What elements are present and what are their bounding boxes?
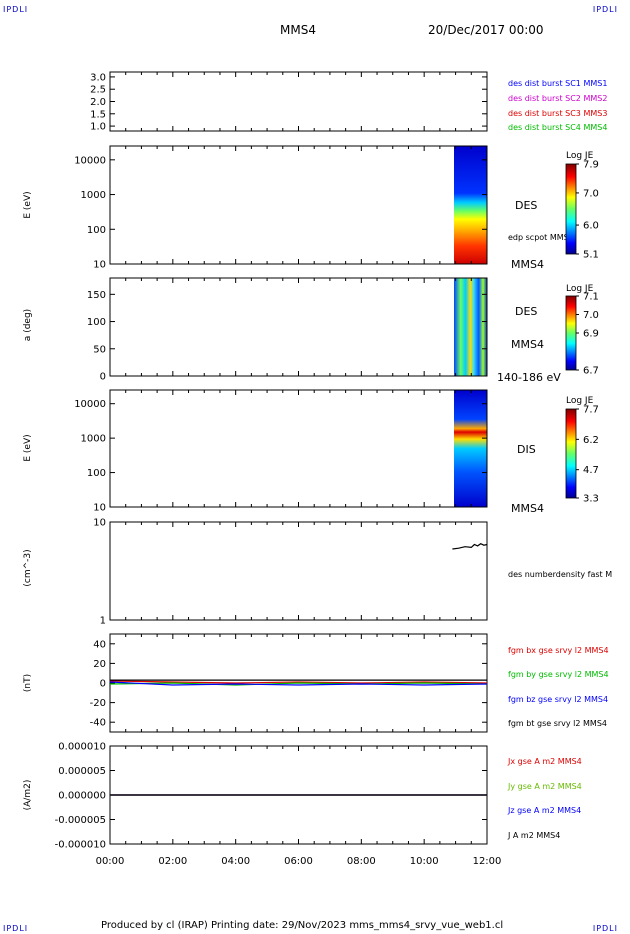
y-tick-label: 10 bbox=[93, 503, 106, 514]
y-tick-label: 0 bbox=[100, 372, 106, 383]
y-tick-label: 1.0 bbox=[90, 122, 106, 133]
colorbar1 bbox=[565, 163, 577, 255]
des-energy-instrument-label: DES bbox=[515, 199, 538, 212]
des-energy-spacecraft-label: MMS4 bbox=[511, 258, 544, 271]
y-tick-label: 100 bbox=[87, 317, 106, 328]
colorbar-tick-label: 7.9 bbox=[583, 160, 599, 171]
y-tick-label: 2.5 bbox=[90, 85, 106, 96]
colorbar-tick-label: 6.2 bbox=[583, 435, 599, 446]
date-title: 20/Dec/2017 00:00 bbox=[428, 23, 544, 37]
by-series-label: fgm by gse srvy l2 MMS4 bbox=[508, 670, 609, 679]
x-tick-label: 12:00 bbox=[473, 856, 502, 867]
y-tick-label: 1.5 bbox=[90, 109, 106, 120]
x-tick-label: 04:00 bbox=[221, 856, 250, 867]
jy-series-label: Jy gse A m2 MMS4 bbox=[508, 782, 582, 791]
y-tick-label: -40 bbox=[90, 718, 106, 729]
corner-mark-bottom-left: IPDLI bbox=[3, 924, 29, 933]
series-line-fgm-bx-gse-srvy-l2-mms4 bbox=[109, 680, 488, 684]
y-tick-label: -20 bbox=[90, 698, 106, 709]
pitch-spacecraft-label: MMS4 bbox=[511, 338, 544, 351]
legend-mms3: des dist burst SC3 MMS3 bbox=[508, 109, 608, 118]
bx-series-label: fgm bx gse srvy l2 MMS4 bbox=[508, 646, 609, 655]
y-tick-label: 1000 bbox=[81, 190, 106, 201]
corner-mark-bottom-right: IPDLI bbox=[592, 924, 618, 933]
y-tick-label: 0.000010 bbox=[58, 742, 106, 753]
series-line-fgm-by-gse-srvy-l2-mms4 bbox=[109, 682, 488, 686]
y-tick-label: 10000 bbox=[74, 399, 106, 410]
dis-spacecraft-label: MMS4 bbox=[511, 502, 544, 515]
bz-series-label: fgm bz gse srvy l2 MMS4 bbox=[508, 695, 609, 704]
series-line-fgm-bz-gse-srvy-l2-mms4 bbox=[109, 681, 488, 686]
jz-series-label: Jz gse A m2 MMS4 bbox=[508, 806, 582, 815]
colorbar-tick-label: 7.0 bbox=[583, 310, 599, 321]
x-tick-label: 06:00 bbox=[284, 856, 313, 867]
panel-frame bbox=[109, 389, 488, 508]
y-tick-label: 2.0 bbox=[90, 97, 106, 108]
panel-frame bbox=[109, 145, 488, 265]
legend-mms2: des dist burst SC2 MMS2 bbox=[508, 94, 608, 103]
y-tick-label: 0 bbox=[100, 679, 106, 690]
legend-mms1: des dist burst SC1 MMS1 bbox=[508, 79, 608, 88]
y-tick-label: 100 bbox=[87, 468, 106, 479]
corner-mark-top-left: IPDLI bbox=[3, 5, 29, 14]
y-tick-label: 50 bbox=[93, 344, 106, 355]
edp-scpot-label: edp scpot MMS4 bbox=[508, 233, 574, 242]
colorbar3-title: Log JE bbox=[566, 396, 594, 406]
colorbar-tick-label: 5.1 bbox=[583, 250, 599, 261]
density-series-label: des numberdensity fast M bbox=[508, 570, 613, 579]
y-tick-label: 100 bbox=[87, 225, 106, 236]
y-tick-label: 10 bbox=[93, 260, 106, 271]
colorbar-tick-label: 6.7 bbox=[583, 366, 599, 377]
y-tick-label: 20 bbox=[93, 659, 106, 670]
pitch-instrument-label: DES bbox=[515, 305, 538, 318]
colorbar-tick-label: 7.0 bbox=[583, 188, 599, 199]
y-tick-label: 10 bbox=[93, 518, 106, 529]
bt-series-label: fgm bt gse srvy l2 MMS4 bbox=[508, 719, 607, 728]
y-tick-label: 40 bbox=[93, 639, 106, 650]
colorbar2-title: Log JE bbox=[566, 284, 594, 294]
y-tick-label: 1000 bbox=[81, 434, 106, 445]
colorbar3 bbox=[565, 408, 577, 499]
jx-series-label: Jx gse A m2 MMS4 bbox=[508, 757, 582, 766]
colorbar1-title: Log JE bbox=[566, 151, 594, 161]
colorbar-tick-label: 7.1 bbox=[583, 292, 599, 303]
colorbar-tick-label: 3.3 bbox=[583, 494, 599, 505]
x-tick-label: 10:00 bbox=[410, 856, 439, 867]
y-tick-label: 0.000005 bbox=[58, 766, 106, 777]
spacecraft-title: MMS4 bbox=[280, 23, 316, 37]
colorbar-tick-label: 6.0 bbox=[583, 221, 599, 232]
x-tick-label: 02:00 bbox=[158, 856, 187, 867]
panel-frame bbox=[109, 277, 488, 377]
series-line-des-numberdensity-fast-m bbox=[452, 543, 488, 550]
dis-energy-spectrogram-block bbox=[454, 390, 487, 507]
panel-frame bbox=[109, 521, 488, 621]
colorbar-tick-label: 4.7 bbox=[583, 465, 599, 476]
des-energy-spectrogram-block bbox=[454, 146, 487, 264]
y-tick-label: 10000 bbox=[74, 155, 106, 166]
corner-mark-top-right: IPDLI bbox=[592, 5, 618, 14]
colorbar-tick-label: 7.7 bbox=[583, 405, 599, 416]
pitch-energy-range-label: 140-186 eV bbox=[497, 371, 561, 384]
y-tick-label: 1 bbox=[100, 616, 106, 627]
footer-text: Produced by cl (IRAP) Printing date: 29/… bbox=[101, 920, 504, 931]
y-tick-label: -0.000010 bbox=[55, 840, 106, 851]
colorbar-tick-label: 6.9 bbox=[583, 329, 599, 340]
y-tick-label: 3.0 bbox=[90, 72, 106, 83]
legend-mms4: des dist burst SC4 MMS4 bbox=[508, 123, 608, 132]
x-tick-label: 08:00 bbox=[347, 856, 376, 867]
y-tick-label: -0.000005 bbox=[55, 815, 106, 826]
y-tick-label: 0.000000 bbox=[58, 791, 106, 802]
x-tick-label: 00:00 bbox=[96, 856, 125, 867]
colorbar2 bbox=[565, 295, 577, 371]
panel-frame bbox=[109, 71, 488, 132]
pitch-angle-spectrogram-block bbox=[454, 278, 487, 376]
j-series-label: J A m2 MMS4 bbox=[508, 831, 561, 840]
dis-instrument-label: DIS bbox=[517, 443, 536, 456]
y-tick-label: 150 bbox=[87, 290, 106, 301]
